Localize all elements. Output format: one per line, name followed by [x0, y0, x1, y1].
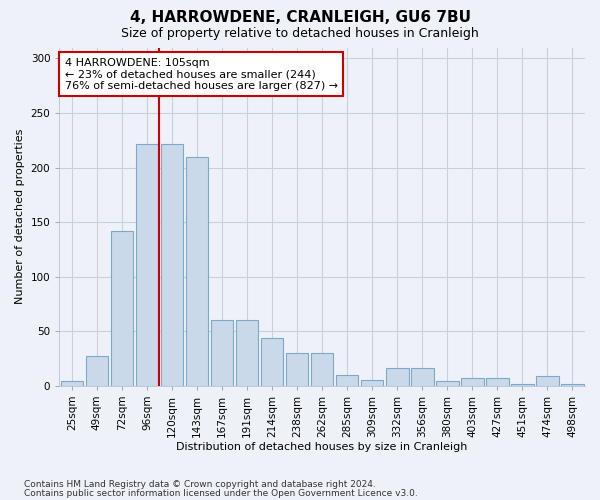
Bar [311, 353, 334, 386]
Y-axis label: Number of detached properties: Number of detached properties [15, 129, 25, 304]
Bar [561, 384, 584, 386]
Bar [236, 320, 259, 386]
Bar [110, 231, 133, 386]
Bar [261, 338, 283, 386]
Bar [411, 368, 434, 386]
Bar [461, 378, 484, 386]
Bar [161, 144, 183, 386]
Bar [61, 382, 83, 386]
Bar [211, 320, 233, 386]
Text: 4 HARROWDENE: 105sqm
← 23% of detached houses are smaller (244)
76% of semi-deta: 4 HARROWDENE: 105sqm ← 23% of detached h… [65, 58, 338, 91]
Text: 4, HARROWDENE, CRANLEIGH, GU6 7BU: 4, HARROWDENE, CRANLEIGH, GU6 7BU [130, 10, 470, 25]
Bar [536, 376, 559, 386]
Bar [86, 356, 108, 386]
Text: Contains HM Land Registry data © Crown copyright and database right 2024.: Contains HM Land Registry data © Crown c… [24, 480, 376, 489]
Bar [436, 382, 458, 386]
Bar [361, 380, 383, 386]
Bar [511, 384, 533, 386]
X-axis label: Distribution of detached houses by size in Cranleigh: Distribution of detached houses by size … [176, 442, 468, 452]
Bar [136, 144, 158, 386]
Bar [486, 378, 509, 386]
Bar [286, 353, 308, 386]
Text: Contains public sector information licensed under the Open Government Licence v3: Contains public sector information licen… [24, 489, 418, 498]
Text: Size of property relative to detached houses in Cranleigh: Size of property relative to detached ho… [121, 28, 479, 40]
Bar [186, 156, 208, 386]
Bar [386, 368, 409, 386]
Bar [336, 375, 358, 386]
